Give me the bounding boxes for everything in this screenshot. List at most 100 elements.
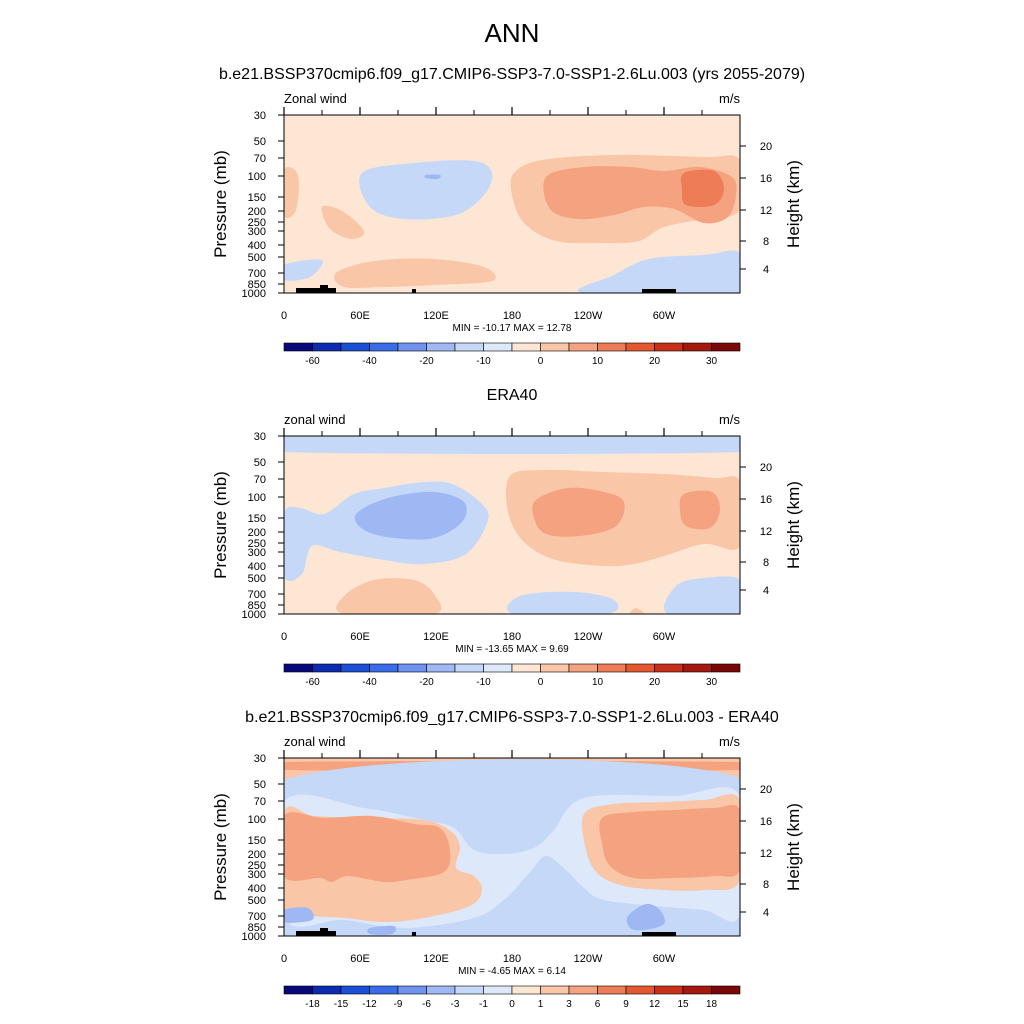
figure-title: ANN — [484, 18, 540, 48]
y-tick-label: 850 — [248, 279, 266, 291]
y-right-tick-label: 20 — [760, 784, 772, 796]
variable-label: zonal wind — [284, 412, 345, 427]
y-tick-label: 50 — [254, 136, 266, 148]
colorbar-swatch — [625, 985, 655, 995]
panel-2: ERA40 zonal wind m/s 0 60E 120E 180 120W 60W 30 50… — [211, 387, 803, 688]
y-right-tick-label: 16 — [760, 173, 772, 185]
colorbar-label: 15 — [677, 999, 689, 1010]
colorbar-swatch — [682, 663, 712, 673]
colorbar-swatch — [454, 985, 484, 995]
contour-region — [680, 169, 724, 208]
colorbar-swatch — [283, 663, 313, 673]
colorbar-swatch — [597, 985, 627, 995]
contour-region — [626, 903, 665, 931]
colorbar-label: -40 — [362, 677, 377, 688]
colorbar-swatch — [711, 342, 741, 352]
colorbar-label: -10 — [476, 356, 491, 367]
colorbar-label: -15 — [334, 999, 349, 1010]
y-tick-label: 300 — [248, 226, 266, 238]
contour-region — [424, 174, 441, 180]
y-axis-title: Pressure (mb) — [211, 471, 230, 579]
colorbar-swatch — [426, 663, 456, 673]
colorbar-swatch — [483, 663, 513, 673]
y-right-tick-label: 20 — [760, 141, 772, 153]
colorbar-swatch — [682, 342, 712, 352]
x-tick-label: 0 — [281, 310, 287, 322]
y-right-tick-label: 16 — [760, 816, 772, 828]
y-tick-label: 300 — [248, 869, 266, 881]
colorbar-label: 0 — [538, 677, 544, 688]
contour-field — [284, 436, 740, 614]
y-tick-label: 200 — [248, 206, 266, 218]
colorbar-label: 10 — [592, 677, 604, 688]
x-tick-label: 120E — [423, 310, 449, 322]
x-tick-label: 60E — [350, 310, 370, 322]
units-label: m/s — [719, 412, 740, 427]
colorbar-swatch — [312, 342, 342, 352]
contour-region — [578, 250, 740, 293]
colorbar-swatch — [426, 342, 456, 352]
y-tick-label: 1000 — [242, 609, 266, 621]
contour-region — [354, 491, 467, 540]
colorbar-swatch — [397, 663, 427, 673]
colorbar-label: 9 — [623, 999, 629, 1010]
y-tick-label: 50 — [254, 457, 266, 469]
variable-label: zonal wind — [284, 734, 345, 749]
y-right-tick-label: 12 — [760, 205, 772, 217]
colorbar-label: -1 — [479, 999, 488, 1010]
y-tick-label: 250 — [248, 860, 266, 872]
x-tick-label: 120W — [574, 953, 603, 965]
y-tick-label: 500 — [248, 895, 266, 907]
y-tick-label: 70 — [254, 796, 266, 808]
colorbar-label: 20 — [649, 677, 661, 688]
colorbar-label: 30 — [706, 356, 718, 367]
x-tick-label: 0 — [281, 631, 287, 643]
contour-region — [284, 259, 323, 281]
colorbar-swatch — [568, 663, 598, 673]
colorbar-label: 20 — [649, 356, 661, 367]
min-max-label: MIN = -13.65 MAX = 9.69 — [455, 644, 569, 655]
colorbar-label: 30 — [706, 677, 718, 688]
contour-region — [284, 907, 314, 923]
land-mask — [412, 289, 416, 293]
colorbar-swatch — [540, 985, 570, 995]
x-tick-label: 180 — [503, 310, 521, 322]
land-mask — [296, 931, 336, 936]
colorbar-swatch — [340, 663, 370, 673]
y-tick-label: 300 — [248, 547, 266, 559]
y-tick-label: 150 — [248, 835, 266, 847]
colorbar-swatch — [625, 342, 655, 352]
y-tick-label: 30 — [254, 753, 266, 765]
y-right-tick-label: 12 — [760, 526, 772, 538]
colorbar-swatch — [568, 985, 598, 995]
contour-region — [333, 258, 496, 289]
colorbar: -60 -40 -20 -10 0 10 20 30 — [283, 663, 741, 688]
contour-region — [679, 490, 721, 530]
contour-region — [367, 925, 397, 935]
land-mask — [320, 928, 328, 931]
x-tick-label: 180 — [503, 631, 521, 643]
y-tick-label: 700 — [248, 589, 266, 601]
x-tick-label: 0 — [281, 953, 287, 965]
colorbar-swatch — [540, 342, 570, 352]
colorbar-swatch — [312, 663, 342, 673]
colorbar-label: 1 — [538, 999, 544, 1010]
y-right-tick-label: 16 — [760, 494, 772, 506]
colorbar-label: -9 — [394, 999, 403, 1010]
colorbar-label: 0 — [538, 356, 544, 367]
contour-region — [284, 436, 740, 455]
colorbar-label: -3 — [451, 999, 460, 1010]
y-tick-label: 500 — [248, 573, 266, 585]
x-tick-label: 120W — [574, 631, 603, 643]
y-right-axis-title: Height (km) — [784, 481, 803, 569]
x-tick-label: 60E — [350, 631, 370, 643]
y-tick-label: 70 — [254, 474, 266, 486]
colorbar-swatch — [454, 663, 484, 673]
y-tick-label: 200 — [248, 527, 266, 539]
y-tick-label: 1000 — [242, 288, 266, 300]
y-right-tick-label: 4 — [763, 907, 769, 919]
units-label: m/s — [719, 734, 740, 749]
colorbar-label: -20 — [419, 677, 434, 688]
